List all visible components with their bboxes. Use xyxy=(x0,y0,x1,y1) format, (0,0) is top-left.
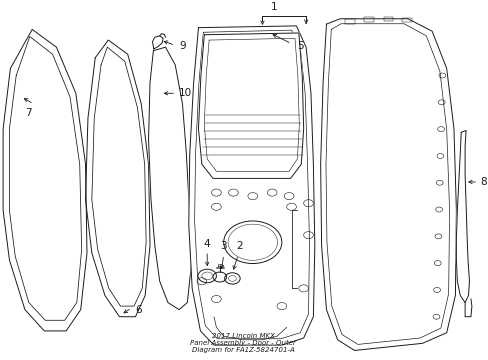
Text: 7: 7 xyxy=(25,108,32,118)
Polygon shape xyxy=(320,19,455,350)
Polygon shape xyxy=(148,47,190,310)
Text: 9: 9 xyxy=(179,41,185,51)
Text: 2: 2 xyxy=(235,241,242,251)
Polygon shape xyxy=(85,40,150,317)
Text: 6: 6 xyxy=(135,305,142,315)
Bar xyxy=(344,19,354,24)
Polygon shape xyxy=(198,33,303,179)
Text: 5: 5 xyxy=(297,41,304,51)
Polygon shape xyxy=(188,26,314,345)
Text: 3: 3 xyxy=(220,241,226,251)
Text: 1: 1 xyxy=(271,3,277,12)
Polygon shape xyxy=(3,30,87,331)
Bar xyxy=(401,18,411,22)
Text: 4: 4 xyxy=(203,239,210,249)
Polygon shape xyxy=(152,36,163,49)
Bar xyxy=(383,17,392,21)
Text: 10: 10 xyxy=(179,88,192,98)
Text: 8: 8 xyxy=(480,177,486,187)
Bar xyxy=(364,17,373,22)
Text: 2017 Lincoln MKX
Panel Assembly - Door - Outer
Diagram for FA1Z-5824701-A: 2017 Lincoln MKX Panel Assembly - Door -… xyxy=(190,333,295,353)
Polygon shape xyxy=(455,131,468,302)
